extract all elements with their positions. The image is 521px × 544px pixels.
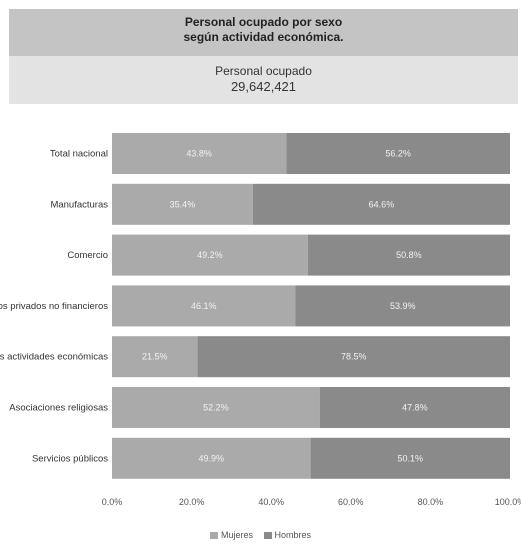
x-tick-label: 100.0% (495, 497, 521, 507)
data-label-mujeres: 43.8% (186, 149, 212, 159)
data-label-mujeres: 49.9% (199, 453, 225, 463)
data-label-mujeres: 21.5% (142, 352, 168, 362)
x-tick-label: 60.0% (338, 497, 364, 507)
data-label-mujeres: 46.1% (191, 301, 217, 311)
bar-segment-mujeres (112, 183, 253, 225)
data-label-hombres: 78.5% (341, 352, 367, 362)
chart-title-band: Personal ocupado por sexo según activida… (9, 9, 518, 56)
bar-segment-mujeres (112, 285, 296, 327)
category-label: Manufacturas (50, 199, 108, 210)
legend-swatch-mujeres (209, 532, 218, 540)
legend-label-hombres: Hombres (274, 530, 312, 540)
data-label-hombres: 64.6% (369, 199, 395, 209)
category-label: Asociaciones religiosas (9, 403, 108, 414)
data-label-hombres: 50.8% (396, 250, 422, 260)
total-band: Personal ocupado 29,642,421 (9, 56, 518, 104)
bar-segment-mujeres (112, 133, 287, 174)
category-label: Otras actividades económicas (0, 352, 108, 363)
bar-segment-hombres (310, 437, 510, 479)
bar-segment-hombres (319, 387, 510, 428)
bar-segment-mujeres (112, 387, 320, 428)
bar-segment-hombres (286, 133, 510, 174)
bar-segment-hombres (295, 285, 510, 327)
x-tick-label: 0.0% (102, 497, 123, 507)
data-label-mujeres: 35.4% (170, 199, 196, 209)
x-tick-label: 20.0% (179, 497, 205, 507)
total-value: 29,642,421 (230, 79, 297, 94)
total-label: Personal ocupado (215, 64, 312, 78)
bar-segment-hombres (197, 336, 510, 378)
category-label: Servicios privados no financieros (0, 301, 108, 312)
category-label: Total nacional (50, 149, 108, 160)
bar-segment-mujeres (112, 234, 308, 276)
legend-item-mujeres: Mujeres (209, 530, 253, 540)
x-tick-label: 40.0% (258, 497, 284, 507)
data-label-hombres: 50.1% (398, 453, 424, 463)
chart-legend: Mujeres Hombres (0, 530, 521, 540)
legend-swatch-hombres (263, 532, 272, 540)
legend-item-hombres: Hombres (263, 530, 312, 540)
legend-label-mujeres: Mujeres (220, 530, 253, 540)
data-label-hombres: 47.8% (402, 403, 428, 413)
bar-segment-hombres (252, 183, 510, 225)
data-label-mujeres: 52.2% (203, 403, 229, 413)
data-label-hombres: 53.9% (390, 301, 416, 311)
category-label: Servicios públicos (32, 453, 108, 464)
bar-segment-hombres (307, 234, 510, 276)
category-label: Comercio (67, 250, 108, 261)
bar-segment-mujeres (112, 336, 198, 378)
x-tick-label: 80.0% (418, 497, 444, 507)
chart-title-line-1: Personal ocupado por sexo (184, 15, 343, 29)
data-label-mujeres: 49.2% (197, 250, 223, 260)
chart-title-line-2: según actividad económica. (183, 30, 344, 44)
bar-segment-mujeres (112, 437, 311, 479)
data-label-hombres: 56.2% (385, 149, 411, 159)
